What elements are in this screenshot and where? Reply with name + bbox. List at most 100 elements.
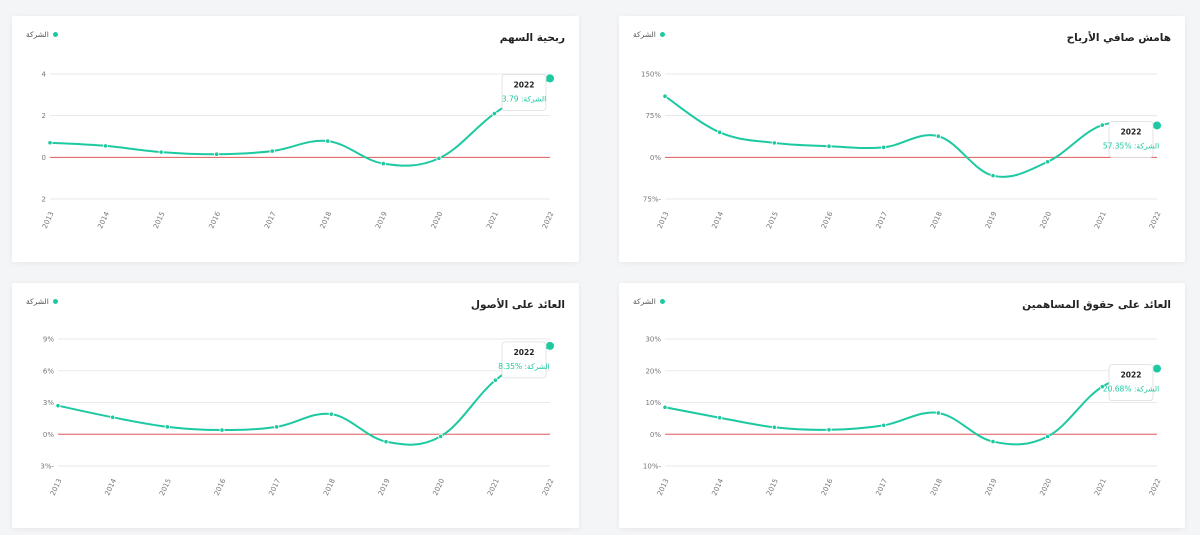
legend-marker-icon [659,32,665,37]
chart-title: العائد على حقوق المساهمين [1022,299,1171,311]
x-tick-label: 2020 [430,210,445,230]
data-point[interactable] [935,410,941,416]
data-point[interactable] [662,93,668,99]
line-chart[interactable]: 4 2 0 2 2013 2014 2015 2016 2017 2018 2019 2020 2021… [12,16,579,262]
tooltip-value: الشركة: %57.35 [1103,141,1159,150]
data-point[interactable] [47,140,53,146]
data-point[interactable] [269,148,275,154]
data-point[interactable] [990,173,996,179]
y-tick-label: 3%- [40,463,54,471]
chart-legend[interactable]: الشركة [633,297,665,306]
data-point[interactable] [328,411,334,417]
data-point[interactable] [717,129,723,135]
data-point[interactable] [881,422,887,428]
x-tick-label: 2020 [1038,210,1053,230]
line-chart[interactable]: 9% 6% 3% 0% 3%- 2013 2014 2015 2016 2017 2018 2019 2… [12,283,579,528]
data-point[interactable] [219,427,225,433]
data-point[interactable] [1153,364,1161,373]
return-on-assets-chart-card: العائد على الأصول الشركة 9% 6% 3% 0% 3%- 2013… [12,283,579,528]
x-tick-label: 2019 [374,210,389,230]
series-line [49,77,551,167]
tooltip: 2022 الشركة: 3.79 [501,73,547,111]
data-point[interactable] [274,424,280,430]
data-point[interactable] [380,160,386,167]
tooltip-year: 2022 [514,348,535,357]
chart-title: العائد على الأصول [470,299,565,311]
x-tick-label: 2014 [710,477,725,497]
x-tick-label: 2016 [820,210,835,230]
x-tick-label: 2019 [377,477,392,497]
y-tick-label: 0% [650,154,661,162]
data-point[interactable] [717,415,723,421]
x-tick-label: 2017 [263,210,278,230]
data-point[interactable] [935,133,941,139]
data-point[interactable] [436,155,442,161]
y-tick-label: 9% [43,336,54,344]
data-point[interactable] [438,433,444,439]
x-tick-label: 2014 [103,477,118,497]
data-point[interactable] [55,403,61,409]
data-point[interactable] [492,377,498,383]
tooltip-value: الشركة: %8.35 [498,362,550,371]
eps-chart-card: ربحية السهم الشركة 4 2 0 2 2013 2014 2015 2016 2… [12,16,579,262]
chart-legend[interactable]: الشركة [633,30,665,39]
y-tick-label: 75%- [643,196,662,204]
data-point[interactable] [826,427,832,433]
data-point[interactable] [158,149,164,155]
tooltip-value: الشركة: 3.79 [502,94,546,103]
data-point[interactable] [546,341,554,350]
x-tick-label: 2017 [267,477,282,497]
data-point[interactable] [881,144,887,150]
net-profit-margin-chart-card: هامش صافي الأرباح الشركة 150% 75% 0% 75%- 20… [619,16,1185,262]
line-chart[interactable]: 30% 20% 10% 0% 10%- 2013 2014 2015 2016 2017 2018 2… [619,283,1185,528]
data-point[interactable] [771,140,777,146]
x-tick-label: 2016 [820,477,835,497]
data-point[interactable] [110,414,116,420]
series-line [664,95,1158,178]
x-tick-label: 2015 [158,477,173,497]
x-tick-label: 2022 [1148,210,1163,230]
data-point[interactable] [164,424,170,430]
data-point[interactable] [771,424,777,430]
x-tick-label: 2022 [1148,477,1163,497]
data-point[interactable] [1099,122,1105,128]
x-tick-label: 2017 [874,210,889,230]
data-point[interactable] [546,74,554,83]
chart-legend[interactable]: الشركة [26,30,58,39]
chart-title: هامش صافي الأرباح [1066,32,1171,44]
chart-title: ربحية السهم [499,32,565,44]
data-point[interactable] [383,439,389,445]
x-tick-label: 2015 [765,210,780,230]
x-tick-label: 2014 [96,210,111,230]
y-tick-label: 75% [645,112,661,120]
data-point[interactable] [1099,384,1105,390]
x-tick-label: 2018 [319,210,334,230]
legend-marker-icon [52,32,58,37]
data-point[interactable] [1045,433,1051,440]
y-tick-label: 6% [43,367,54,375]
x-tick-label: 2021 [486,477,501,497]
data-point[interactable] [1153,121,1161,130]
data-point[interactable] [325,138,331,144]
x-tick-label: 2021 [1093,477,1108,497]
data-point[interactable] [990,438,996,445]
line-chart[interactable]: 150% 75% 0% 75%- 2013 2014 2015 2016 2017 2018 201… [619,16,1185,262]
y-tick-label: 150% [641,71,661,79]
x-tick-label: 2020 [431,477,446,497]
y-tick-label: 30% [645,336,661,344]
x-tick-label: 2022 [541,477,556,497]
data-point[interactable] [1045,159,1051,165]
data-point[interactable] [102,143,109,149]
series-line [57,345,551,446]
series-line [664,367,1158,446]
x-tick-label: 2021 [485,210,500,230]
x-tick-label: 2016 [207,210,222,230]
data-point[interactable] [214,151,220,157]
x-tick-label: 2014 [710,210,725,230]
chart-legend[interactable]: الشركة [26,297,58,306]
y-tick-label: 10% [645,399,661,407]
data-point[interactable] [662,404,668,410]
data-point[interactable] [491,110,498,117]
x-tick-label: 2013 [49,477,64,497]
data-point[interactable] [826,143,832,149]
